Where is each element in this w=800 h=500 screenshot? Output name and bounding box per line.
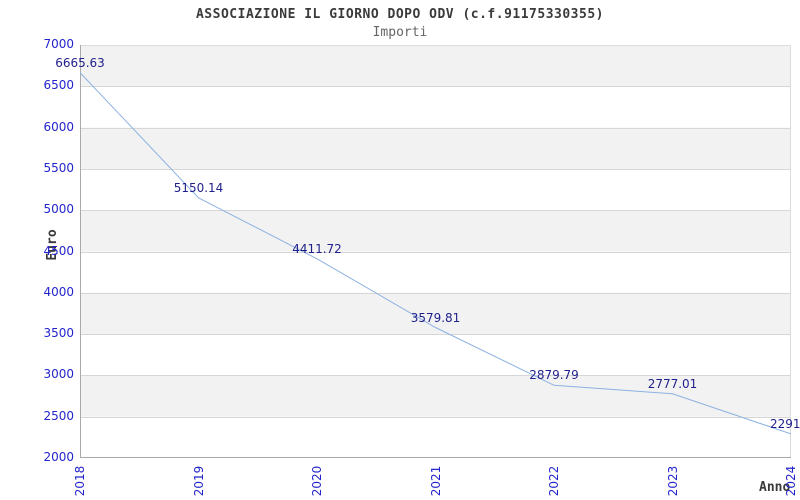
y-tick-label: 4500	[43, 243, 74, 258]
chart-subtitle: Importi	[372, 25, 428, 40]
point-value-label: 6665.63	[55, 55, 105, 70]
band-stripe	[80, 375, 791, 417]
point-value-label: 2291.9	[770, 416, 800, 431]
point-value-label: 4411.72	[292, 241, 342, 256]
band-stripe	[80, 210, 791, 252]
y-tick-label: 2500	[43, 408, 74, 423]
x-tick-label: 2018	[73, 465, 87, 497]
point-value-label: 2777.01	[647, 376, 698, 391]
y-tick-label: 5500	[43, 160, 74, 175]
point-value-label: 2879.79	[529, 368, 579, 383]
chart-title: ASSOCIAZIONE IL GIORNO DOPO ODV (c.f.911…	[195, 7, 604, 22]
plot-svg	[79, 45, 792, 458]
x-tick-label: 2024	[784, 465, 798, 497]
y-tick-label: 3000	[43, 367, 74, 382]
plot-area	[79, 45, 792, 458]
y-tick-label: 4000	[43, 284, 74, 299]
band-stripe	[80, 127, 791, 169]
band-stripe	[80, 45, 791, 87]
y-tick-label: 6500	[43, 78, 74, 93]
y-tick-label: 7000	[43, 37, 74, 51]
y-tick-label: 3500	[43, 326, 74, 341]
y-tick-label: 6000	[43, 119, 74, 134]
x-tick-label: 2021	[428, 465, 443, 497]
point-value-label: 3579.81	[410, 310, 461, 325]
x-axis-title: Anno	[759, 480, 791, 495]
x-tick-label: 2019	[191, 465, 206, 497]
importi-line	[79, 72, 792, 435]
y-tick-label: 5000	[43, 202, 74, 217]
y-tick-label: 2000	[43, 450, 74, 464]
x-tick-label: 2022	[547, 465, 561, 497]
point-value-label: 5150.14	[173, 180, 224, 195]
x-tick-label: 2023	[665, 465, 680, 497]
x-tick-label: 2020	[310, 465, 324, 497]
